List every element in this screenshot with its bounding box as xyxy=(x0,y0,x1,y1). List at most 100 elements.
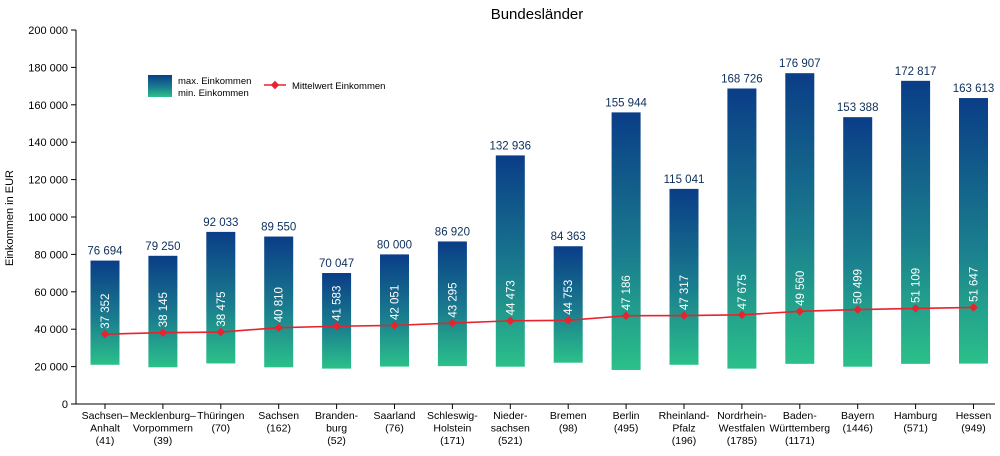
y-tick-label: 0 xyxy=(62,399,68,411)
max-value-label: 86 920 xyxy=(435,226,470,238)
category-label: Saarland (76) xyxy=(373,410,415,435)
mean-marker xyxy=(911,304,920,313)
category-label: Nordrhein-Westfalen (1785) xyxy=(717,410,767,447)
mean-value-label: 49 560 xyxy=(795,271,807,306)
category-label: Nieder-sachsen (521) xyxy=(491,410,530,447)
range-bar xyxy=(553,246,583,363)
range-bar xyxy=(322,273,352,369)
max-value-label: 89 550 xyxy=(261,222,296,234)
category-label: Hamburg (571) xyxy=(894,410,937,435)
min-value-label: 19 634 xyxy=(145,373,181,385)
mean-marker xyxy=(969,303,978,312)
mean-value-label: 51 109 xyxy=(911,268,923,303)
mean-marker xyxy=(737,310,747,320)
range-bar xyxy=(495,155,525,367)
min-value-label: 19 940 xyxy=(840,373,875,385)
category-label: Berlin (495) xyxy=(613,410,640,435)
mean-marker xyxy=(853,305,862,314)
max-value-label: 163 613 xyxy=(953,83,995,95)
y-tick-label: 160 000 xyxy=(28,100,68,112)
mean-value-label: 44 473 xyxy=(505,280,517,315)
y-tick-label: 200 000 xyxy=(28,25,68,37)
y-tick-label: 60 000 xyxy=(34,287,68,299)
legend-min-label: min. Einkommen xyxy=(178,88,249,99)
y-tick-label: 100 000 xyxy=(28,212,68,224)
mean-marker xyxy=(158,328,168,337)
max-value-label: 76 694 xyxy=(87,246,123,258)
mean-value-label: 42 051 xyxy=(390,285,402,320)
max-value-label: 70 047 xyxy=(319,258,354,270)
min-value-label: 21 474 xyxy=(898,373,934,385)
category-label: Schleswig-Holstein (171) xyxy=(427,410,478,447)
range-bar xyxy=(901,80,931,364)
mean-marker xyxy=(448,318,457,328)
y-tick-label: 120 000 xyxy=(28,175,68,187)
mean-value-label: 41 583 xyxy=(332,286,344,321)
mean-value-label: 40 810 xyxy=(274,287,286,322)
mean-marker xyxy=(100,329,110,339)
max-value-label: 84 363 xyxy=(551,231,586,243)
mean-marker xyxy=(216,327,226,337)
mean-value-label: 38 475 xyxy=(216,291,228,326)
category-label: Rheinland-Pfalz (196) xyxy=(659,410,710,447)
max-value-label: 176 907 xyxy=(779,58,821,70)
range-bar xyxy=(785,73,815,364)
mean-value-label: 51 647 xyxy=(969,267,981,302)
range-bar xyxy=(727,88,757,369)
min-value-label: 21 602 xyxy=(956,373,991,385)
min-value-label: 18 918 xyxy=(724,373,759,385)
mean-marker xyxy=(563,316,573,325)
mean-value-label: 44 753 xyxy=(563,280,575,315)
y-tick-label: 180 000 xyxy=(28,62,68,74)
legend-range-swatch xyxy=(148,75,172,97)
mean-value-label: 38 145 xyxy=(158,292,170,327)
min-value-label: 20 963 xyxy=(666,373,701,385)
max-value-label: 92 033 xyxy=(203,217,238,229)
mean-marker xyxy=(274,323,283,332)
category-label: Bayern (1446) xyxy=(841,410,874,435)
mean-line-group xyxy=(100,303,978,339)
max-value-label: 172 817 xyxy=(895,66,937,78)
category-labels: Sachsen– Anhalt (41)Mecklenburg– Vorpommern… xyxy=(82,410,992,447)
y-tick-label: 40 000 xyxy=(34,324,68,336)
category-label: Thüringen (70) xyxy=(197,410,244,435)
range-bar xyxy=(206,231,236,364)
legend-max-label: max. Einkommen xyxy=(178,76,251,87)
min-value-label: 20 000 xyxy=(377,373,412,385)
mean-value-label: 50 499 xyxy=(853,269,865,304)
y-axis-label: Einkommen in EUR xyxy=(4,170,16,266)
category-label: Sachsen (162) xyxy=(258,410,299,435)
chart-title: Bundesländer xyxy=(491,6,584,23)
category-label: Branden-burg (52) xyxy=(315,410,359,447)
range-bar xyxy=(843,117,873,367)
legend-mean-marker xyxy=(270,80,280,90)
mean-marker xyxy=(621,311,631,321)
legend-mean-label: Mittelwert Einkommen xyxy=(292,81,385,92)
category-label: Baden-Württemberg (1171) xyxy=(769,410,830,447)
mean-marker xyxy=(506,316,515,326)
axes: 0 20 000 40 000 60 000 80 000 100 000 120 000 1… xyxy=(28,25,995,411)
y-tick-label: 140 000 xyxy=(28,137,68,149)
mean-value-label: 47 317 xyxy=(679,275,691,310)
min-value-label: 21 474 xyxy=(782,373,818,385)
max-value-label: 79 250 xyxy=(145,241,180,253)
range-bar xyxy=(264,236,294,368)
range-bar xyxy=(437,241,467,367)
min-value-label: 18 202 xyxy=(609,373,644,385)
min-value-label: 18 918 xyxy=(319,373,354,385)
mean-marker xyxy=(795,307,805,316)
legend: max. Einkommen min. Einkommen Mittelwert… xyxy=(148,75,385,99)
range-bar xyxy=(90,260,120,365)
max-value-label: 168 726 xyxy=(721,73,763,85)
min-value-label: 20 963 xyxy=(87,373,122,385)
mean-value-label: 37 352 xyxy=(100,294,112,329)
range-bar xyxy=(148,255,178,368)
range-bar xyxy=(669,188,699,365)
mean-value-label: 47 186 xyxy=(621,275,633,310)
max-value-label: 115 041 xyxy=(664,174,705,186)
min-value-label: 21 679 xyxy=(203,373,238,385)
max-value-label: 132 936 xyxy=(490,140,532,152)
mean-marker xyxy=(390,321,399,330)
range-bar xyxy=(959,98,988,364)
